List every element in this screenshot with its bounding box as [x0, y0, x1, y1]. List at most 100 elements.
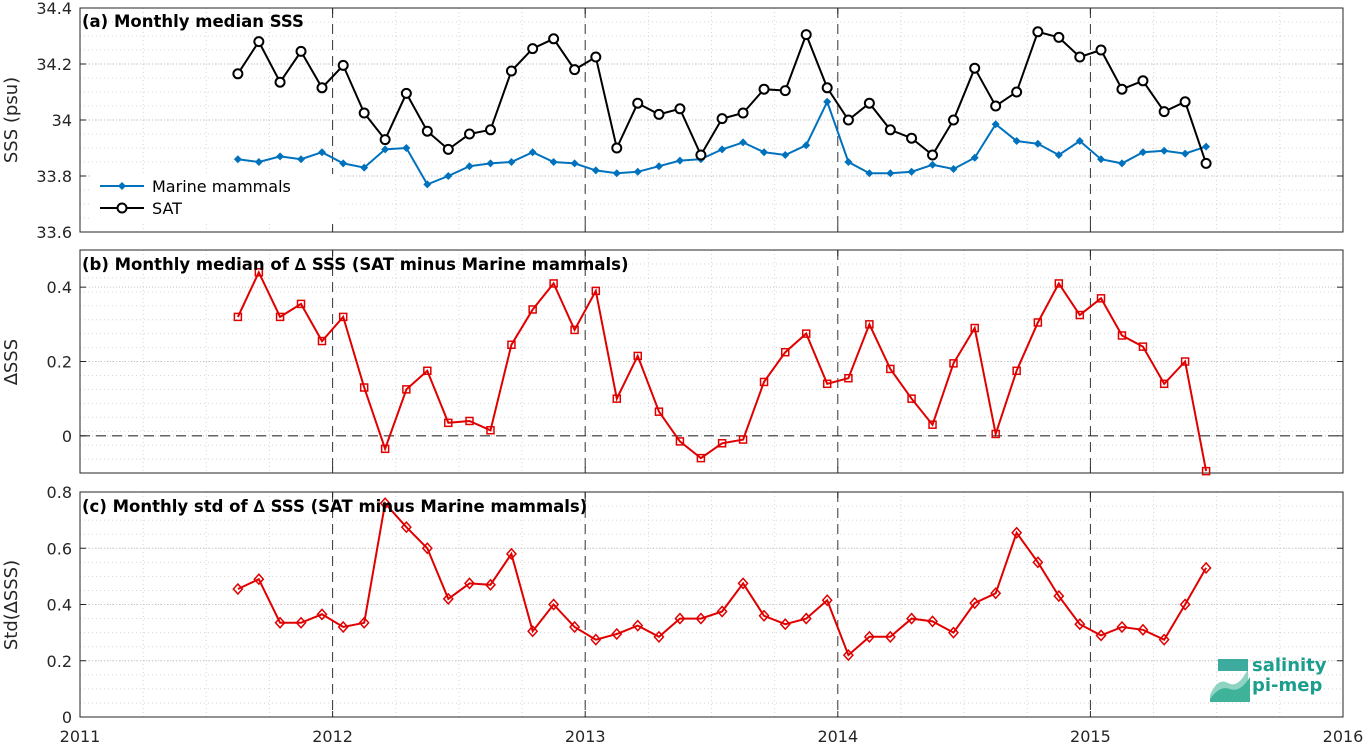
- data-point: [254, 268, 264, 277]
- y-tick-label: 0.2: [47, 353, 72, 372]
- data-point: [1096, 294, 1106, 303]
- data-point: [633, 351, 642, 361]
- data-point: [653, 108, 665, 120]
- data-point: [906, 612, 918, 625]
- data-point: [381, 145, 390, 154]
- data-point: [718, 145, 727, 154]
- data-point: [842, 649, 854, 662]
- data-point: [927, 615, 939, 628]
- data-point: [274, 616, 286, 629]
- data-point: [358, 616, 370, 629]
- data-point: [632, 619, 644, 632]
- data-point: [486, 426, 495, 435]
- data-point: [548, 33, 560, 45]
- x-tick-label: 2016: [1323, 727, 1364, 745]
- data-point: [464, 128, 476, 140]
- legend: Marine mammals SAT: [90, 174, 340, 224]
- data-point: [947, 626, 960, 639]
- x-tick-label: 2015: [1070, 727, 1111, 745]
- data-point: [674, 103, 686, 115]
- data-point: [949, 359, 958, 368]
- data-point: [295, 45, 307, 57]
- data-point: [737, 577, 749, 590]
- data-point: [359, 383, 369, 392]
- data-point: [591, 286, 601, 296]
- y-tick-label: 0: [62, 427, 72, 446]
- data-point: [505, 65, 517, 77]
- data-point: [421, 542, 433, 555]
- legend-marine-marker: [118, 182, 126, 190]
- data-point: [907, 167, 916, 176]
- data-point: [823, 97, 832, 106]
- data-point: [444, 418, 453, 428]
- data-point: [716, 113, 728, 125]
- data-point: [675, 156, 684, 165]
- data-point: [253, 36, 265, 48]
- data-point: [528, 148, 537, 157]
- data-point: [591, 166, 600, 175]
- data-point: [970, 323, 979, 333]
- data-point: [233, 155, 242, 164]
- y-tick-label: 33.6: [36, 223, 72, 242]
- data-point: [505, 547, 517, 560]
- data-point: [1160, 146, 1169, 155]
- data-point: [737, 107, 749, 119]
- data-point: [549, 158, 558, 166]
- data-point: [274, 76, 286, 88]
- data-point: [254, 158, 263, 166]
- data-point: [739, 138, 748, 147]
- data-point: [1158, 106, 1170, 118]
- legend-sat-label: SAT: [152, 199, 182, 218]
- data-point: [821, 82, 833, 94]
- data-point: [1201, 466, 1211, 476]
- data-point: [442, 143, 454, 155]
- panel-a-ylabel: SSS (psu): [1, 77, 22, 163]
- data-point: [1138, 148, 1147, 157]
- y-tick-label: 0.2: [47, 652, 72, 671]
- data-point: [316, 608, 328, 621]
- data-point: [990, 100, 1002, 112]
- panel-c-std-delta-sss: Std(∆SSS) 0 0.2 0.4 0.6 0.8 2011 2012 2013 2014 2…: [1, 483, 1363, 745]
- data-point: [716, 605, 728, 618]
- data-point: [969, 596, 981, 610]
- data-point: [337, 59, 349, 71]
- data-point: [1137, 623, 1149, 636]
- data-point: [990, 587, 1002, 600]
- data-point: [844, 158, 853, 166]
- data-point: [1179, 96, 1191, 108]
- data-point: [338, 312, 348, 322]
- data-point: [779, 618, 791, 631]
- data-point: [886, 364, 895, 374]
- data-point: [421, 125, 433, 137]
- data-point: [947, 114, 959, 126]
- data-point: [970, 153, 979, 162]
- data-point: [927, 149, 939, 161]
- data-point: [758, 83, 770, 95]
- data-point: [507, 158, 516, 166]
- data-point: [1181, 149, 1190, 158]
- data-point: [1074, 618, 1086, 631]
- data-point: [674, 612, 686, 625]
- data-point: [569, 620, 581, 634]
- data-point: [800, 612, 812, 625]
- data-point: [1097, 155, 1106, 164]
- data-point: [528, 305, 537, 314]
- legend-sat-marker: [116, 202, 128, 214]
- data-point: [1011, 526, 1023, 539]
- data-point: [884, 124, 896, 136]
- series-line: [236, 269, 1208, 472]
- logo-line-1: salinity: [1252, 655, 1327, 676]
- grid: [80, 250, 1343, 473]
- data-point: [1054, 151, 1063, 159]
- data-point: [928, 420, 937, 429]
- data-point: [611, 627, 623, 641]
- data-point: [296, 299, 306, 309]
- data-point: [423, 366, 432, 376]
- data-point: [444, 172, 453, 180]
- data-point: [379, 497, 391, 510]
- data-point: [654, 407, 664, 416]
- panel-b-ylabel: ∆SSS: [1, 339, 22, 386]
- data-point: [821, 594, 833, 607]
- data-point: [232, 68, 244, 80]
- panel-c-title: (c) Monthly std of ∆ SSS (SAT minus Mari…: [82, 497, 587, 516]
